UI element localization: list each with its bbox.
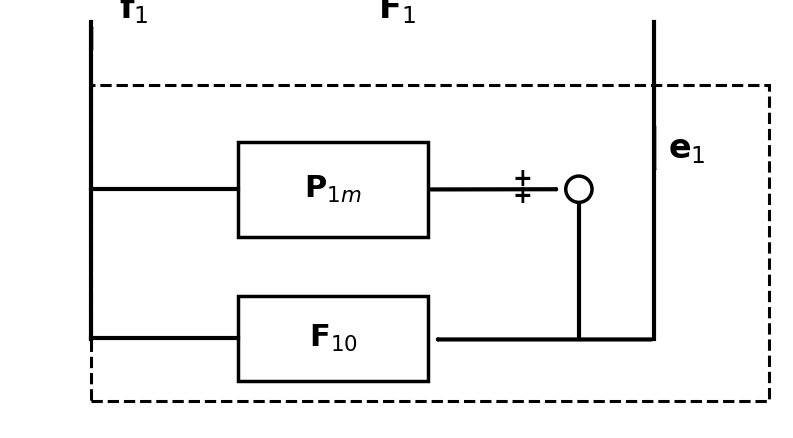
Text: F$_{10}$: F$_{10}$ [308, 323, 358, 354]
Text: F$_1$: F$_1$ [377, 0, 416, 26]
FancyBboxPatch shape [238, 296, 428, 381]
Text: e$_1$: e$_1$ [668, 133, 707, 166]
FancyBboxPatch shape [238, 142, 428, 237]
Text: +: + [512, 184, 532, 208]
Ellipse shape [565, 176, 592, 202]
Text: +: + [512, 167, 532, 191]
Text: P$_{1m}$: P$_{1m}$ [305, 174, 362, 205]
Text: f$_1$: f$_1$ [119, 0, 148, 26]
